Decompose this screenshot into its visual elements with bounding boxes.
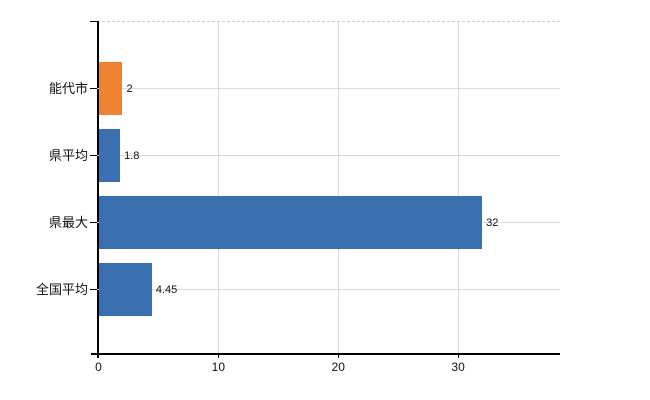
category-label: 県平均 <box>48 147 88 163</box>
bar <box>98 62 123 115</box>
y-axis-tick <box>89 222 97 223</box>
v-gridline <box>457 21 459 353</box>
plot-area: 2 1.8 32 4.45 0 10 20 30 <box>89 20 560 374</box>
bar <box>98 263 152 316</box>
y-axis-line <box>97 21 99 353</box>
x-axis-tick <box>337 353 339 358</box>
bar-value-label: 1.8 <box>124 149 140 162</box>
h-gridline <box>97 289 560 290</box>
x-axis-tick-label: 30 <box>451 360 465 374</box>
category-label: 能代市 <box>48 80 88 96</box>
v-gridline <box>217 21 219 353</box>
plot-top-dashed-border <box>97 20 560 22</box>
v-gridline <box>337 21 339 353</box>
category-label: 全国平均 <box>35 281 88 297</box>
category-label: 県最大 <box>48 214 88 230</box>
x-axis-tick-label: 0 <box>95 360 102 374</box>
x-axis-tick-label: 10 <box>211 360 226 374</box>
h-gridline <box>97 88 560 89</box>
bar-value-label: 4.45 <box>155 283 178 296</box>
y-axis-tick <box>89 88 97 89</box>
x-axis-tick <box>217 353 219 358</box>
bar <box>98 129 121 182</box>
bar-value-label: 32 <box>486 216 499 229</box>
bar <box>98 196 483 249</box>
y-axis-tick <box>89 155 97 156</box>
y-axis-top-tick <box>89 20 97 22</box>
x-axis-tick-label: 20 <box>331 360 345 374</box>
x-axis-line <box>91 353 560 355</box>
x-axis-tick <box>97 353 99 358</box>
x-axis-tick <box>457 353 459 358</box>
y-axis-tick <box>89 289 97 290</box>
h-gridline <box>97 155 560 156</box>
bar-value-label: 2 <box>126 82 133 95</box>
